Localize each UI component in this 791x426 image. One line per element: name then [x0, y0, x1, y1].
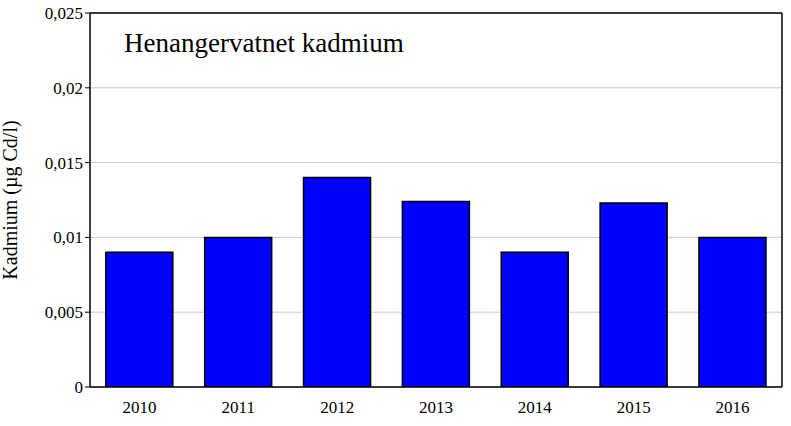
- svg-text:2013: 2013: [419, 398, 453, 417]
- svg-text:0,005: 0,005: [45, 303, 83, 322]
- svg-text:2016: 2016: [716, 398, 750, 417]
- svg-text:2011: 2011: [222, 398, 255, 417]
- svg-text:2012: 2012: [320, 398, 354, 417]
- svg-text:Kadmium (µg Cd/l): Kadmium (µg Cd/l): [8, 120, 22, 279]
- svg-text:2014: 2014: [518, 398, 553, 417]
- svg-text:0: 0: [75, 378, 84, 397]
- svg-text:0,015: 0,015: [45, 154, 83, 173]
- svg-text:0,01: 0,01: [53, 228, 83, 247]
- html-text:Henangervatnet kadmium: Henangervatnet kadmium: [124, 28, 404, 58]
- svg-text:0,02: 0,02: [53, 79, 83, 98]
- svg-text:0,025: 0,025: [45, 4, 83, 23]
- svg-text:2015: 2015: [617, 398, 651, 417]
- svg-text:2010: 2010: [122, 398, 156, 417]
